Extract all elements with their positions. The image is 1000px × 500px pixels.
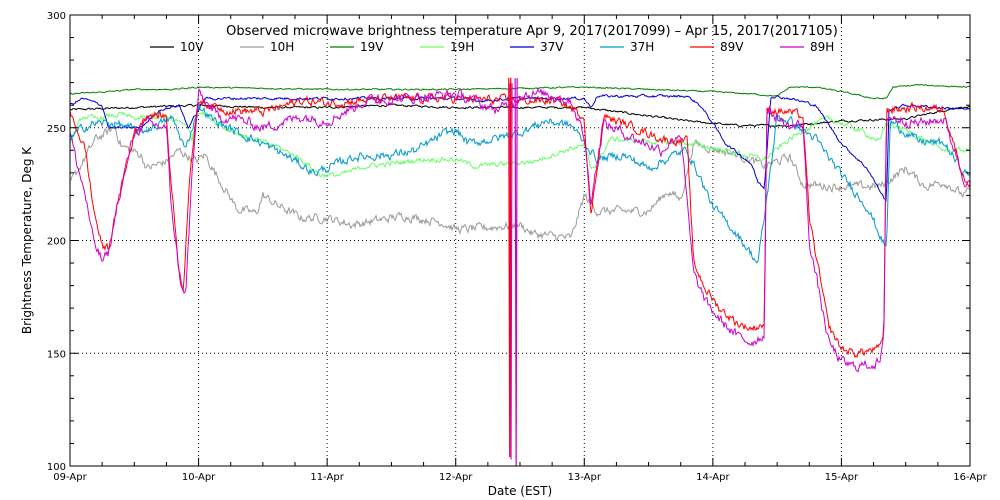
y-tick-label: 200 [47, 237, 66, 248]
legend-item-37v: 37V [510, 40, 564, 54]
legend: 10V 10H 19V 19H 37V 37H 89V 89H [150, 40, 834, 54]
legend-label: 19V [360, 40, 384, 54]
x-tick-label: 13-Apr [568, 472, 602, 483]
series-line-19h [69, 110, 971, 179]
x-tick-label: 12-Apr [439, 472, 473, 483]
legend-label: 89V [720, 40, 744, 54]
chart-title: Observed microwave brightness temperatur… [226, 24, 838, 39]
series-line-37h [69, 104, 971, 264]
legend-item-89h: 89H [780, 40, 834, 54]
legend-label: 37H [630, 40, 654, 54]
y-axis-label: Brightness Temperature, Deg K [20, 146, 34, 334]
dropout-spike-89v [508, 77, 512, 457]
series-line-37v [69, 93, 971, 203]
legend-label: 10H [270, 40, 294, 54]
x-tick-label: 14-Apr [696, 472, 730, 483]
grid [70, 15, 970, 466]
series-line-10v [69, 103, 971, 128]
x-tick-label: 11-Apr [310, 472, 344, 483]
legend-item-19h: 19H [420, 40, 474, 54]
legend-item-10v: 10V [150, 40, 204, 54]
legend-item-89v: 89V [690, 40, 744, 54]
legend-item-19v: 19V [330, 40, 384, 54]
legend-item-37h: 37H [600, 40, 654, 54]
dropout-spike-89h [514, 78, 518, 467]
legend-label: 37V [540, 40, 564, 54]
legend-label: 89H [810, 40, 834, 54]
series-layer [69, 77, 971, 467]
x-tick-label: 10-Apr [182, 472, 216, 483]
y-tick-label: 250 [47, 124, 66, 135]
y-tick-label: 300 [47, 11, 66, 22]
series-line-10h [69, 125, 971, 242]
legend-item-10h: 10H [240, 40, 294, 54]
legend-label: 19H [450, 40, 474, 54]
x-tick-label: 16-Apr [953, 472, 987, 483]
x-axis-label: Date (EST) [488, 484, 552, 498]
y-tick-label: 150 [47, 349, 66, 360]
series-line-89v [69, 92, 971, 359]
x-tick-label: 15-Apr [825, 472, 859, 483]
y-tick-label: 100 [47, 462, 66, 473]
series-line-19v [69, 83, 971, 100]
series-line-89h [69, 87, 971, 373]
x-tick-label: 09-Apr [53, 472, 87, 483]
tick-marks: 09-Apr 10-Apr 11-Apr 12-Apr 13-Apr 14-Apr 15-A… [47, 11, 988, 483]
legend-label: 10V [180, 40, 204, 54]
